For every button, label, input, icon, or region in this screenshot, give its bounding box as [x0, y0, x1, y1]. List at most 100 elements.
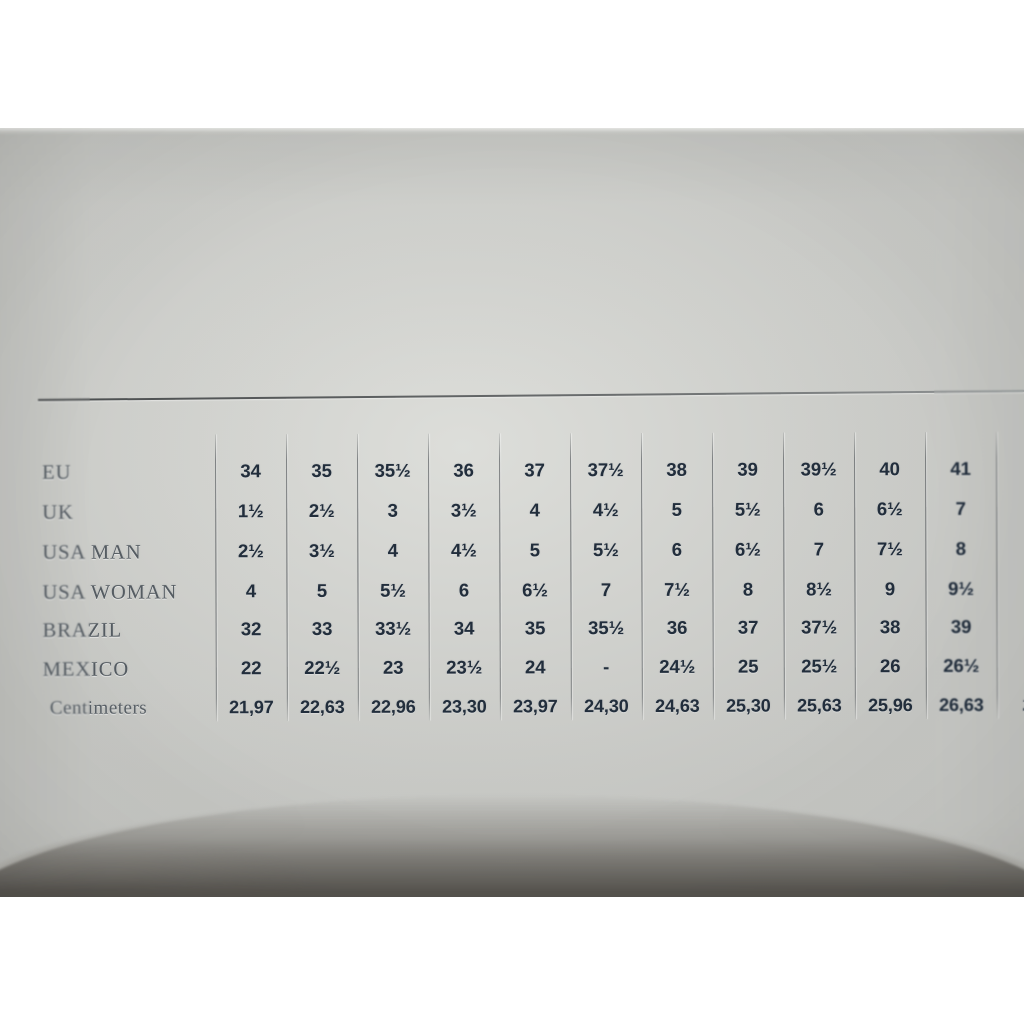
row-label-column: EU UK USA MAN USA WOMAN BRAZIL MEXICO Centimet… [0, 427, 216, 728]
table-cell: 6 [813, 498, 824, 520]
table-cell: 24½ [659, 655, 696, 677]
row-label-uk: UK [42, 501, 74, 524]
table-cell: 24,30 [584, 696, 629, 717]
table-cell: 25,96 [868, 695, 913, 716]
row-label-usa-woman: USA WOMAN [42, 581, 178, 604]
size-column: 34 1½ 2½ 4 32 22 21,97 [215, 427, 287, 727]
table-cell: 23,97 [513, 696, 558, 717]
table-cell: 7½ [664, 578, 690, 600]
table-cell: 2½ [308, 499, 335, 522]
table-cell: 37 [524, 459, 545, 481]
table-cell: 2½ [237, 540, 264, 562]
table-cell: 25 [737, 655, 759, 677]
box-bottom-edge-highlight [0, 795, 1024, 897]
size-column: 37½ 4½ 5½ 7 35½ - 24,30 [570, 426, 642, 726]
table-cell: 32 [240, 618, 262, 640]
table-cell: 39 [950, 615, 972, 638]
table-cell: 9 [884, 578, 896, 600]
table-cell: 39 [737, 458, 758, 480]
table-cell: 5½ [380, 579, 406, 601]
table-top-rule [37, 389, 1024, 401]
table-cell: 23 [382, 656, 404, 678]
table-cell: 5½ [592, 539, 619, 561]
row-label-mexico: MEXICO [42, 658, 130, 681]
table-cell: 33 [311, 617, 333, 640]
table-cell: 38 [666, 458, 687, 480]
table-cell: 4 [387, 539, 399, 561]
table-cell: 7 [813, 538, 825, 560]
table-cell: 1½ [237, 500, 264, 522]
shoe-box-label-photo: EU UK USA MAN USA WOMAN BRAZIL MEXICO Centimet… [0, 128, 1024, 897]
table-cell: 22,63 [300, 696, 345, 718]
table-cell: 8 [955, 537, 967, 559]
size-column: 35½ 3 4 5½ 33½ 23 22,96 [357, 427, 429, 727]
table-cell: 3½ [308, 539, 335, 562]
size-column: 37 4 5 6½ 35 24 23,97 [499, 426, 571, 726]
table-cell: 4 [245, 580, 257, 602]
table-cell: 5½ [734, 498, 761, 520]
table-cell: 23,30 [442, 696, 487, 717]
table-cell: 22½ [304, 656, 341, 679]
size-column: 38 5 6 7½ 36 24½ 24,63 [641, 426, 713, 726]
table-cell: 6 [671, 538, 683, 560]
table-cell: 8½ [806, 578, 832, 600]
table-cell: 34 [240, 460, 261, 482]
row-label-eu: EU [42, 461, 72, 484]
table-cell: 4½ [450, 539, 477, 561]
table-cell: 25½ [801, 655, 838, 677]
table-cell: 26 [997, 695, 1024, 715]
table-cell: 39½ [800, 458, 837, 480]
table-cell: 22,96 [371, 696, 416, 717]
table-cell: 8 [996, 540, 1024, 559]
table-cell: 26 [879, 655, 901, 677]
size-column: 36 3½ 4½ 6 34 23½ 23,30 [428, 426, 500, 726]
row-label-usa-man: USA MAN [42, 541, 142, 564]
table-cell: 36 [666, 616, 688, 638]
bottom-reflection [0, 849, 310, 897]
size-conversion-table: EU UK USA MAN USA WOMAN BRAZIL MEXICO Centimet… [0, 425, 1024, 728]
table-cell: 21,97 [229, 697, 274, 718]
table-cell: 35½ [374, 459, 411, 481]
table-cell: 25,30 [726, 695, 771, 716]
table-cell: 3 [997, 618, 1024, 637]
table-cell: 23½ [446, 656, 483, 678]
size-column: 39½ 6 7 8½ 37½ 25½ 25,63 [783, 425, 855, 725]
table-cell: 9½ [948, 577, 974, 600]
table-cell: 37½ [801, 616, 838, 638]
table-cell: 7 [955, 497, 966, 519]
table-cell: 41 [950, 457, 971, 480]
table-cell: 6 [458, 579, 470, 601]
table-cell: 6½ [522, 579, 548, 601]
table-cell: 37½ [587, 459, 624, 481]
table-cell: 40 [879, 458, 900, 480]
row-label-centimeters: Centimeters [49, 697, 148, 719]
table-cell: 3½ [450, 499, 477, 521]
table-cell: 35 [311, 459, 332, 482]
size-column: 40 6½ 7½ 9 38 26 25,96 [854, 425, 926, 725]
table-cell: 6½ [734, 538, 761, 560]
table-cell: 36 [453, 459, 474, 481]
table-cell: 35 [524, 617, 546, 639]
table-cell: 22 [240, 657, 262, 679]
row-label-brazil: BRAZIL [42, 619, 123, 642]
table-cell: 26,63 [939, 694, 984, 716]
table-cell: 26½ [943, 654, 980, 677]
size-column: 4 8 3 26 [996, 425, 1024, 725]
table-cell: 34 [453, 617, 475, 639]
size-column: 35 2½ 3½ 5 33 22½ 22,63 [286, 427, 358, 727]
table-cell: 4½ [592, 499, 619, 521]
table-cell: 4 [529, 499, 540, 521]
table-cell: 8 [742, 578, 754, 600]
table-cell: 7 [600, 579, 612, 601]
table-cell: 38 [879, 616, 901, 638]
table-cell: 24,63 [655, 695, 700, 716]
table-cell: 3 [387, 499, 398, 521]
size-column: 39 5½ 6½ 8 37 25 25,30 [712, 426, 784, 726]
table-cell: 5 [671, 498, 682, 520]
table-cell: 6½ [876, 498, 903, 520]
table-cell: 37 [737, 616, 759, 638]
table-cell: 33½ [375, 617, 412, 639]
size-value-grid: 34 1½ 2½ 4 32 22 21,97 35 2½ 3½ 5 33 22½ 22,63 35½ 3 4 5½… [215, 425, 1024, 728]
table-cell: 5 [529, 539, 541, 561]
